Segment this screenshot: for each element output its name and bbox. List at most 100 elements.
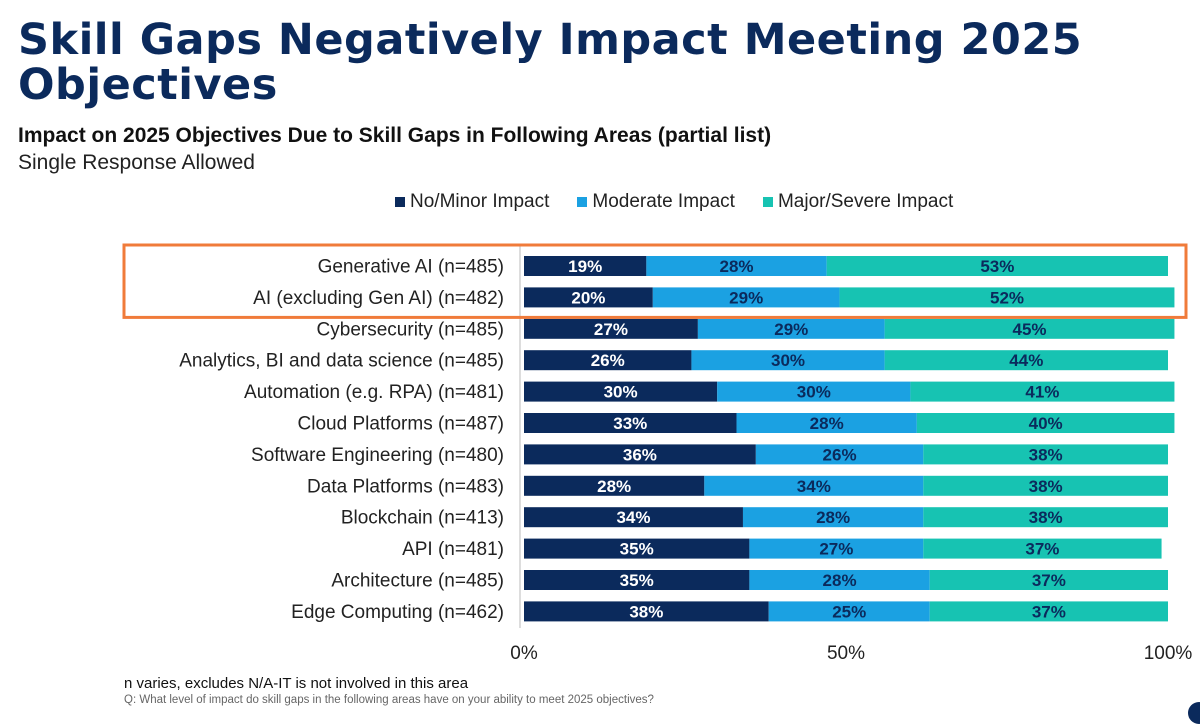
category-label: Software Engineering (n=480) xyxy=(251,445,504,466)
data-label-major: 40% xyxy=(1029,414,1063,433)
data-label-no-minor: 26% xyxy=(591,351,625,370)
bar-no-minor xyxy=(524,413,737,433)
legend-swatch-moderate xyxy=(577,197,588,207)
category-label: Cybersecurity (n=485) xyxy=(317,319,504,340)
data-label-moderate: 28% xyxy=(720,257,754,276)
data-label-no-minor: 30% xyxy=(604,383,638,402)
bar-no-minor xyxy=(524,256,647,276)
data-label-no-minor: 38% xyxy=(629,602,663,621)
data-label-moderate: 29% xyxy=(729,288,763,307)
data-label-no-minor: 34% xyxy=(616,508,650,527)
data-label-moderate: 30% xyxy=(797,383,831,402)
legend-item-moderate: Moderate Impact xyxy=(577,191,735,213)
bar-no-minor xyxy=(524,381,718,402)
data-label-major: 38% xyxy=(1029,445,1063,464)
bar-moderate xyxy=(736,413,917,433)
bar-moderate xyxy=(652,287,840,308)
data-label-moderate: 29% xyxy=(774,320,808,339)
bar-moderate xyxy=(717,381,911,402)
bar-major xyxy=(910,381,1175,402)
data-label-major: 37% xyxy=(1025,540,1059,559)
data-label-moderate: 27% xyxy=(819,540,853,559)
category-label: AI (excluding Gen AI) (n=482) xyxy=(253,288,504,309)
data-label-moderate: 28% xyxy=(810,414,844,433)
bar-major xyxy=(826,256,1168,276)
data-label-moderate: 28% xyxy=(823,571,857,590)
data-label-no-minor: 19% xyxy=(568,257,602,276)
category-label: Analytics, BI and data science (n=485) xyxy=(179,351,504,372)
data-label-moderate: 28% xyxy=(816,508,850,527)
chart-legend: No/Minor Impact Moderate Impact Major/Se… xyxy=(395,190,981,214)
bar-no-minor xyxy=(524,287,653,308)
data-label-moderate: 34% xyxy=(797,477,831,496)
data-label-major: 53% xyxy=(980,257,1014,276)
response-note: Single Response Allowed xyxy=(18,151,255,174)
page-title: Skill Gaps Negatively Impact Meeting 202… xyxy=(18,15,1083,110)
chart-subtitle: Impact on 2025 Objectives Due to Skill G… xyxy=(18,124,772,147)
bar-moderate xyxy=(646,256,827,276)
bar-no-minor xyxy=(524,475,705,496)
data-label-moderate: 30% xyxy=(771,351,805,370)
data-label-no-minor: 35% xyxy=(620,540,654,559)
bar-moderate xyxy=(742,507,924,528)
data-label-major: 52% xyxy=(990,288,1024,307)
bar-no-minor xyxy=(524,507,743,528)
bar-moderate xyxy=(749,538,924,559)
bar-major xyxy=(884,350,1168,371)
bar-moderate xyxy=(749,570,930,590)
bar-major xyxy=(916,413,1175,433)
bar-major xyxy=(929,601,1168,622)
legend-item-no-minor: No/Minor Impact xyxy=(395,191,549,213)
bar-moderate xyxy=(691,350,885,371)
category-label: Generative AI (n=485) xyxy=(318,257,504,278)
highlight-box xyxy=(122,243,1188,319)
footnote: n varies, excludes N/A-IT is not involve… xyxy=(124,675,469,692)
legend-label-major: Major/Severe Impact xyxy=(777,191,954,212)
bar-moderate xyxy=(704,475,924,496)
data-label-major: 44% xyxy=(1009,351,1043,370)
legend-label-moderate: Moderate Impact xyxy=(592,191,735,212)
data-label-moderate: 26% xyxy=(823,445,857,464)
bar-major xyxy=(923,444,1168,465)
x-tick-label: 100% xyxy=(1144,643,1193,664)
category-label: Architecture (n=485) xyxy=(331,571,504,592)
survey-question: Q: What level of impact do skill gaps in… xyxy=(124,694,654,706)
category-label: Cloud Platforms (n=487) xyxy=(298,414,504,435)
bar-no-minor xyxy=(524,444,756,465)
legend-swatch-major xyxy=(762,197,773,207)
bar-major xyxy=(923,475,1168,496)
bar-no-minor xyxy=(524,538,750,559)
data-label-major: 38% xyxy=(1029,477,1063,496)
legend-item-major: Major/Severe Impact xyxy=(762,191,954,213)
data-label-no-minor: 27% xyxy=(594,320,628,339)
x-tick-label: 50% xyxy=(827,643,865,664)
data-label-major: 41% xyxy=(1025,383,1059,402)
data-label-major: 37% xyxy=(1032,602,1066,621)
bar-major xyxy=(923,538,1162,559)
bar-moderate xyxy=(697,318,885,339)
data-label-major: 37% xyxy=(1032,571,1066,590)
bar-moderate xyxy=(755,444,924,465)
bar-major xyxy=(839,287,1175,308)
x-tick-label: 0% xyxy=(510,643,538,664)
bar-no-minor xyxy=(524,570,750,590)
data-label-no-minor: 35% xyxy=(620,571,654,590)
bar-no-minor xyxy=(524,601,769,622)
bar-major xyxy=(929,570,1168,590)
category-label: Blockchain (n=413) xyxy=(341,508,504,529)
data-label-no-minor: 20% xyxy=(571,288,605,307)
data-label-major: 38% xyxy=(1029,508,1063,527)
bar-no-minor xyxy=(524,350,692,371)
data-label-no-minor: 28% xyxy=(597,477,631,496)
category-label: API (n=481) xyxy=(402,539,504,560)
category-label: Edge Computing (n=462) xyxy=(291,602,504,623)
category-label: Automation (e.g. RPA) (n=481) xyxy=(244,382,504,403)
bar-major xyxy=(884,318,1175,339)
data-label-no-minor: 33% xyxy=(613,414,647,433)
data-label-no-minor: 36% xyxy=(623,445,657,464)
bar-no-minor xyxy=(524,318,698,339)
legend-label-no-minor: No/Minor Impact xyxy=(410,191,550,212)
bar-moderate xyxy=(768,601,930,622)
legend-swatch-no-minor xyxy=(395,197,405,207)
